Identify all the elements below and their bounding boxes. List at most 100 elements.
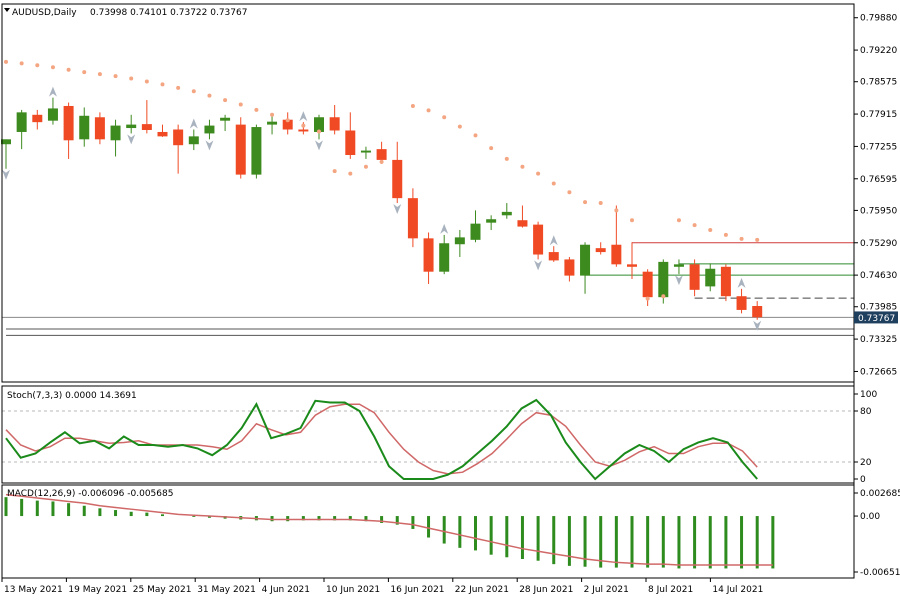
fractal-down-arrow xyxy=(127,134,136,145)
price-tick-label: 0.74630 xyxy=(860,271,897,281)
fractal-up-arrow xyxy=(737,277,746,288)
candle-bull xyxy=(470,223,481,240)
header-dropdown-icon xyxy=(4,8,10,12)
stoch-tick-label: 80 xyxy=(860,407,872,417)
sar-dot xyxy=(332,169,337,174)
sar-dot xyxy=(630,218,634,223)
sar-dot xyxy=(160,82,165,87)
stoch-main-line xyxy=(5,398,758,481)
axes: 0.79880 0.79220 0.78575 0.77915 0.77255 0.765… xyxy=(1,3,900,595)
candle-bull xyxy=(267,121,278,125)
macd-pane[interactable] xyxy=(4,493,775,569)
price-tick-label: 0.79220 xyxy=(860,46,897,56)
sar-dot xyxy=(270,112,275,117)
sar-dot xyxy=(223,98,228,103)
candle-bear xyxy=(736,296,747,310)
candle-bear xyxy=(564,259,575,276)
stochastic-pane[interactable] xyxy=(2,398,854,481)
sar-dot xyxy=(50,65,55,70)
candle-bear xyxy=(752,306,763,318)
candle-bear xyxy=(720,266,731,297)
fractal-down-arrow xyxy=(534,260,543,271)
time-tick-label: 13 May 2021 xyxy=(4,585,63,595)
current-price-label: 0.73767 xyxy=(858,314,895,324)
sar-dot xyxy=(504,156,509,161)
time-tick-label: 22 Jun 2021 xyxy=(455,585,509,595)
stoch-tick-label: 0 xyxy=(860,475,866,485)
candle-bear xyxy=(392,159,403,199)
candle-bear xyxy=(141,124,152,130)
candle-bull xyxy=(47,108,58,121)
sar-dot xyxy=(82,70,87,75)
sar-dot xyxy=(379,159,384,164)
candle-bull xyxy=(110,125,121,141)
candle-bull xyxy=(486,219,497,223)
time-tick-label: 16 Jun 2021 xyxy=(390,585,444,595)
fractal-down-arrow xyxy=(674,275,683,286)
candle-bear xyxy=(423,238,434,272)
sar-dot xyxy=(457,124,462,129)
macd-signal-line xyxy=(5,493,773,566)
sar-dot xyxy=(661,294,666,299)
sar-dot xyxy=(254,107,259,112)
sar-dot xyxy=(97,72,102,77)
candle-bull xyxy=(580,244,591,276)
sar-dot xyxy=(426,108,431,113)
candle-bear xyxy=(173,129,184,146)
sar-dot xyxy=(35,63,40,68)
sar-dot xyxy=(692,223,697,228)
price-tick-label: 0.73985 xyxy=(860,303,897,313)
candle-bull xyxy=(705,268,716,287)
stoch-title: Stoch(7,3,3) 0.0000 14.3691 xyxy=(7,391,137,401)
candle-bull xyxy=(314,117,324,132)
price-tick-label: 0.75950 xyxy=(860,206,897,216)
price-tick-label: 0.76595 xyxy=(860,175,897,185)
sar-dot xyxy=(176,85,181,90)
candle-bull xyxy=(188,136,199,145)
candle-bull xyxy=(1,139,11,145)
fractal-up-arrow xyxy=(189,118,198,129)
candle-bull xyxy=(16,112,27,132)
stoch-tick-label: 100 xyxy=(860,390,877,400)
sar-dot xyxy=(739,236,744,241)
sar-dot xyxy=(129,76,134,81)
sar-dot xyxy=(348,171,353,176)
sar-dot xyxy=(723,232,728,237)
time-tick-label: 10 Jun 2021 xyxy=(326,585,380,595)
candle-bear xyxy=(235,124,246,175)
candle-bear xyxy=(611,244,622,265)
sar-dot xyxy=(708,228,713,233)
stoch-tick-label: 20 xyxy=(860,458,872,468)
candle-bear xyxy=(32,114,43,123)
sar-dot xyxy=(520,164,525,169)
macd-tick-label: 0.002685 xyxy=(860,489,900,499)
sar-dot xyxy=(410,103,415,108)
fractal-down-arrow xyxy=(315,140,323,151)
sar-dot xyxy=(207,93,212,98)
sar-dot xyxy=(285,118,290,123)
candle-bull xyxy=(658,261,669,298)
sar-dot xyxy=(317,129,321,134)
fractal-up-arrow xyxy=(440,223,449,234)
sar-dot xyxy=(567,190,572,195)
time-tick-label: 8 Jul 2021 xyxy=(648,585,693,595)
candle-bear xyxy=(517,220,528,227)
main-price-pane[interactable] xyxy=(1,59,854,336)
sar-dot xyxy=(489,146,494,151)
time-tick-label: 28 Jun 2021 xyxy=(519,585,573,595)
candle-bear xyxy=(298,129,309,132)
sar-dot xyxy=(614,208,619,213)
candle-bull xyxy=(439,243,450,272)
candle-bear xyxy=(63,105,74,141)
candle-bull xyxy=(454,237,465,245)
candle-bull xyxy=(220,117,231,121)
price-tick-label: 0.73325 xyxy=(860,335,897,345)
sar-dot xyxy=(19,61,24,66)
candle-bull xyxy=(673,264,684,267)
sar-dot xyxy=(755,237,760,242)
sar-dot xyxy=(551,181,556,186)
sar-dot xyxy=(238,102,243,107)
time-tick-label: 19 May 2021 xyxy=(68,585,127,595)
